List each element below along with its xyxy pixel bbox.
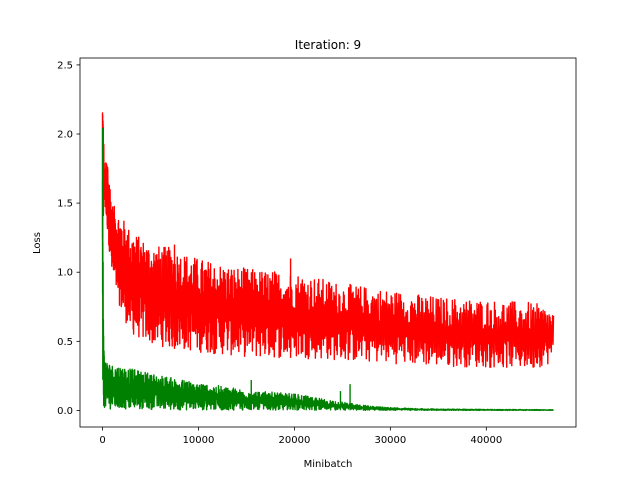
y-tick-label: 1.5 xyxy=(57,199,73,210)
y-tick-label: 0.0 xyxy=(57,406,73,417)
y-axis-label: Loss xyxy=(32,232,43,254)
loss-series-1 xyxy=(101,112,555,368)
y-tick-label: 2.0 xyxy=(57,130,73,141)
x-tick-label: 40000 xyxy=(470,435,502,446)
loss-series-2 xyxy=(101,127,554,412)
chart-title: Iteration: 9 xyxy=(295,38,361,52)
y-tick-label: 2.5 xyxy=(57,60,73,71)
y-axis: 0.0 0.5 1.0 1.5 2.0 2.5 xyxy=(57,60,80,417)
x-axis-label: Minibatch xyxy=(304,459,353,470)
y-tick-label: 1.0 xyxy=(57,268,73,279)
y-tick-label: 0.5 xyxy=(57,337,73,348)
axes-frame xyxy=(79,57,577,428)
x-tick-label: 30000 xyxy=(374,435,406,446)
x-tick-label: 10000 xyxy=(183,435,215,446)
plot-area xyxy=(101,112,555,412)
x-axis: 0 10000 20000 30000 40000 xyxy=(99,427,502,446)
x-tick-label: 20000 xyxy=(279,435,311,446)
x-tick-label: 0 xyxy=(99,435,105,446)
